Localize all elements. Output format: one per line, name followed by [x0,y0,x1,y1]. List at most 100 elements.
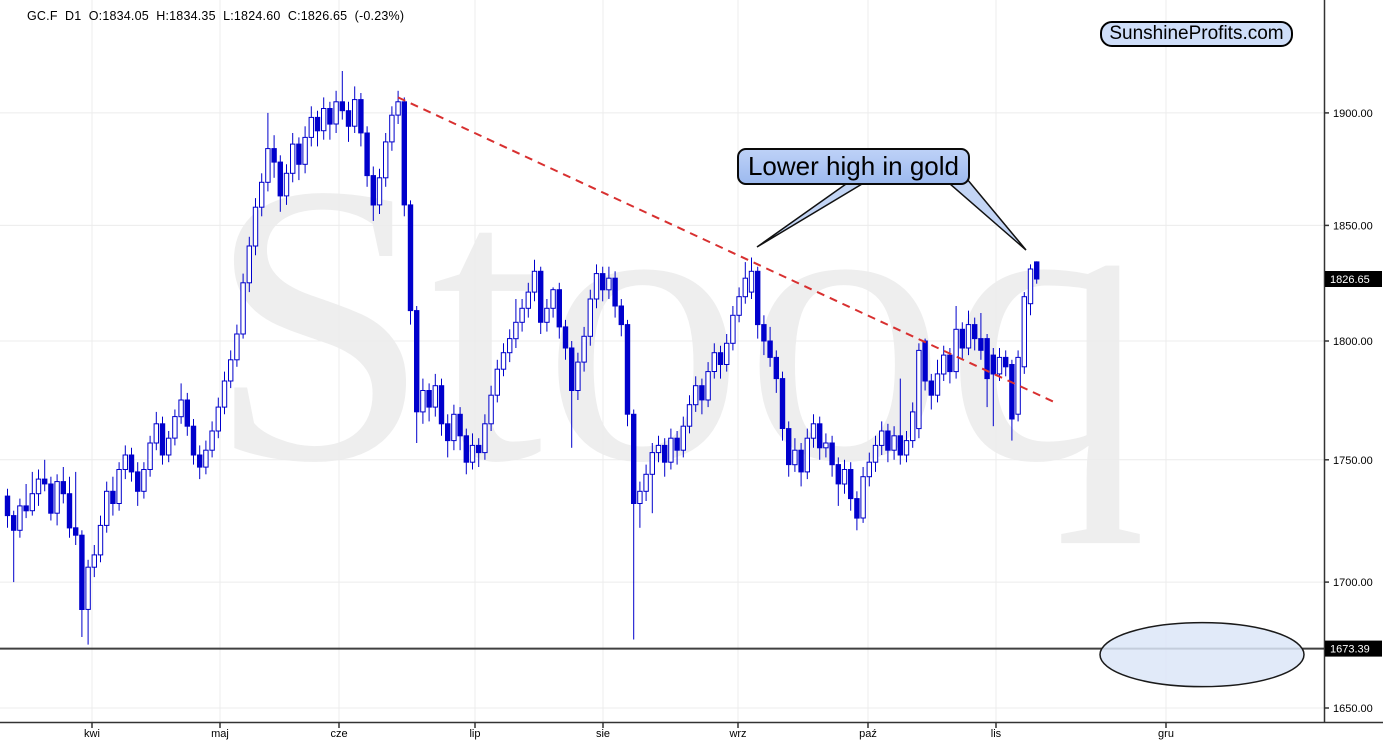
candle-body [209,430,215,451]
candle-body [352,99,358,127]
price-axis-label: 1850.00 [1333,220,1373,232]
candle-body [990,354,996,375]
candle-body [544,307,550,323]
candle-body [389,114,395,143]
candle-body [1015,356,1021,415]
candle-body [717,352,724,366]
candle-body [166,437,172,456]
candle-body [91,554,97,568]
candle-body [562,326,569,349]
candle-body [934,373,941,396]
candle-body [23,505,29,512]
candle-body [395,101,401,116]
candle-body [996,356,1003,375]
month-axis-label: maj [211,728,229,740]
candle-body [401,101,408,206]
month-axis-label: sie [596,728,610,740]
candle-body [538,270,544,323]
candle-body [705,371,711,401]
candle-body [48,483,54,514]
candle-body [550,289,556,309]
candle-body [240,282,246,335]
price-axis-label: 1700.00 [1333,577,1373,589]
candle-body [910,411,916,442]
last-price-marker-label: 1826.65 [1330,274,1370,286]
month-axis-label: gru [1158,728,1174,740]
candle-body [953,328,959,373]
candle-body [693,385,699,406]
candle-body [575,361,581,392]
candle-body [463,435,470,463]
price-axis-label: 1750.00 [1333,455,1373,467]
candle-body [339,101,346,112]
candle-body [290,143,296,174]
candle-body [947,354,953,373]
candle-body [798,449,804,473]
candle-body [153,423,160,444]
candle-body [965,324,972,349]
price-axis-label: 1800.00 [1333,336,1373,348]
candle-body [984,338,990,380]
candle-body [606,277,612,291]
candle-body [786,428,792,466]
candle-body [513,321,519,340]
lower-high-callout: Lower high in gold [737,148,970,185]
candle-body [79,534,85,611]
candle-body [662,444,668,463]
candle-body [135,471,141,492]
candle-body [817,423,823,449]
candle-body [104,490,110,526]
candle-body [773,356,779,380]
candle-body [699,385,705,401]
candle-body [11,515,17,531]
candle-body [1021,296,1027,368]
candle-body [407,204,414,312]
candle-body [736,296,742,316]
candle-body [779,378,786,430]
candle-body [370,175,377,206]
stooq-watermark: Stooq [207,102,1147,546]
candle-body [587,298,593,337]
declining-trendline [397,96,1056,404]
candle-body [860,476,866,519]
candle-body [835,464,841,485]
candle-body [215,406,222,432]
candle-body [178,399,184,418]
candlestick-series [4,71,1040,645]
axes [0,0,1383,728]
candle-body [494,368,501,396]
candle-body [314,116,321,132]
candle-body [321,108,327,132]
candle-body [308,116,315,138]
candle-body [680,425,686,451]
candle-body [246,245,253,284]
candle-body [60,481,66,495]
candle-body [1034,261,1040,280]
candle-body [519,307,525,323]
month-axis-label: wrz [728,728,746,740]
month-axis-label: kwi [84,728,100,740]
candle-body [376,177,383,206]
candle-body [457,413,463,437]
ohlc-ticker-readout: GC.F D1 O:1834.05 H:1834.35 L:1824.60 C:… [27,9,405,23]
candle-body [624,324,631,415]
candle-body [184,399,191,427]
candle-body [674,437,680,451]
candle-body [426,390,432,408]
candle-body [122,454,128,470]
candle-body [420,390,426,413]
candle-body [631,413,637,504]
candle-body [649,452,655,475]
candle-body [73,527,79,536]
candle-body [277,161,284,197]
candle-body [972,324,978,340]
candle-body [507,338,513,354]
candle-body [271,148,277,163]
candle-body [755,270,761,326]
candle-body [804,437,810,473]
candle-body [922,340,928,382]
candle-body [891,435,897,451]
candle-body [593,273,600,300]
candle-body [327,108,333,125]
